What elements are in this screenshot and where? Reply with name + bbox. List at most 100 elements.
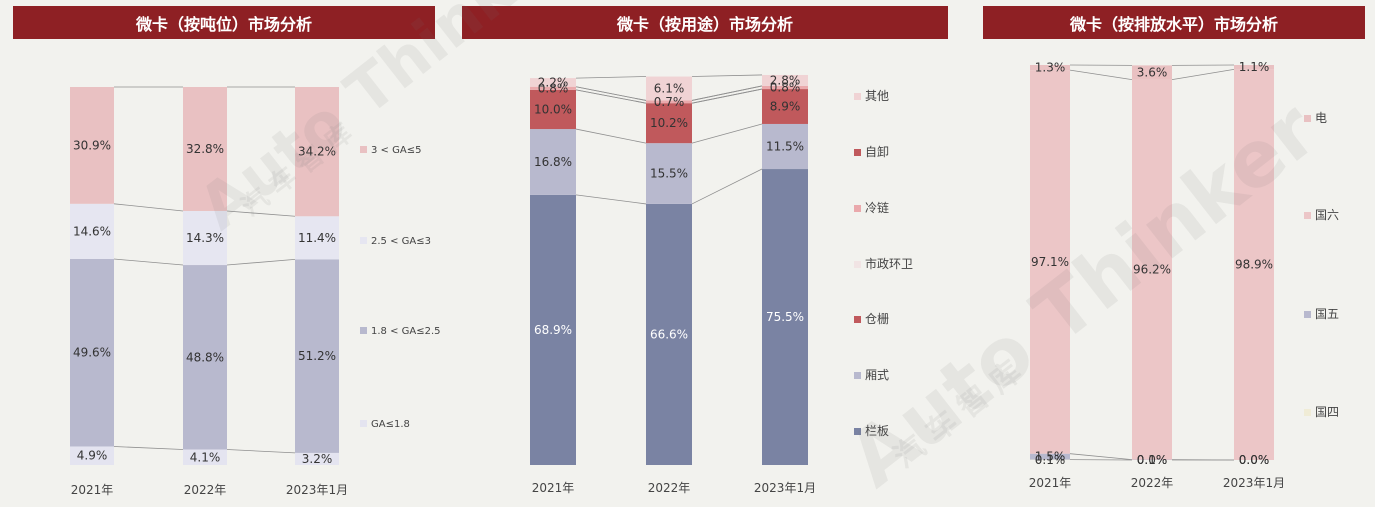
data-label: 34.2%: [298, 145, 336, 159]
data-label: 11.5%: [766, 140, 804, 154]
series-connector: [1069, 69, 1133, 81]
bar-segment: [1030, 70, 1070, 454]
data-label: 0.1%: [1137, 453, 1168, 467]
data-label: 4.9%: [77, 449, 108, 463]
stacked-bar-chart-tonnage: 4.9% 4.1% 3.2% 49.6% 48.8% 51.2% 14.6% 14.3% 11.…: [70, 86, 441, 497]
bar-segment: [646, 203, 692, 466]
bar-segment: [530, 89, 576, 130]
bar-segment: [70, 258, 114, 447]
data-label: 49.6%: [73, 346, 111, 360]
legend-swatch: [360, 420, 367, 427]
legend-label: 市政环卫: [865, 256, 913, 271]
bar-segment: [295, 216, 339, 260]
series-connector: [575, 89, 647, 104]
legend-swatch: [854, 372, 861, 379]
legend-label: 自卸: [865, 144, 889, 159]
series-connector: [691, 123, 763, 144]
data-label: 10.2%: [650, 116, 688, 130]
stacked-bar-chart-emission: 0.1% 0.0% 0.0%1.5% 0.1% 0.0%97.1%96.2% 98.9%1…: [1029, 60, 1339, 490]
bar-segment: [183, 87, 227, 211]
legend-label: 国六: [1315, 208, 1339, 222]
bar-segment: [530, 129, 576, 195]
category-label: 2023年1月: [754, 481, 816, 495]
data-label: 0.0%: [1239, 453, 1270, 467]
bar-segment: [530, 78, 576, 87]
data-label: 48.8%: [186, 350, 224, 364]
legend-swatch: [1304, 311, 1311, 318]
series-connector: [113, 203, 184, 212]
category-label: 2023年1月: [286, 483, 348, 497]
data-label: 3.2%: [302, 452, 333, 466]
legend-label: 3 < GA≤5: [371, 145, 421, 156]
bar-segment: [295, 259, 339, 453]
bar-segment: [295, 452, 339, 465]
bar-segment: [762, 74, 808, 86]
data-label: 98.9%: [1235, 258, 1273, 272]
bar-segment: [1132, 65, 1172, 80]
bar-segment: [646, 76, 692, 101]
bar-segment: [762, 89, 808, 124]
data-label: 1.1%: [1239, 60, 1270, 74]
bar-segment: [646, 103, 692, 144]
bar-segment: [183, 265, 227, 450]
data-label: 15.5%: [650, 167, 688, 181]
legend-label: 厢式: [865, 368, 889, 382]
series-connector: [691, 85, 763, 101]
bar-segment: [70, 203, 114, 259]
series-connector: [575, 194, 647, 205]
legend-label: 1.8 < GA≤2.5: [371, 326, 441, 337]
chart-panel-usage: 微卡（按用途）市场分析 68.9% 66.6% 75.5% 16.8% 15.5% 11.…: [450, 0, 960, 507]
legend-swatch: [854, 93, 861, 100]
stacked-bar-chart-usage: 68.9% 66.6% 75.5% 16.8% 15.5% 11.5% 10.0% 10.2%…: [530, 73, 913, 495]
data-label: 0.8%: [538, 81, 569, 95]
data-label: 1.3%: [1035, 61, 1066, 75]
bar-segment: [183, 449, 227, 465]
legend-label: 仓栅: [865, 311, 889, 326]
legend-label: 2.5 < GA≤3: [371, 236, 431, 247]
legend-swatch: [1304, 115, 1311, 122]
bar-segment: [646, 143, 692, 204]
series-connector: [691, 168, 763, 205]
data-label: 68.9%: [534, 323, 572, 337]
data-label: 0.1%: [1035, 453, 1066, 467]
bar-segment: [70, 87, 114, 204]
category-label: 2022年: [1131, 476, 1174, 490]
data-label: 2.8%: [770, 73, 801, 87]
legend-swatch: [1304, 409, 1311, 416]
legend-swatch: [854, 316, 861, 323]
data-label: 51.2%: [298, 349, 336, 363]
bar-segment: [70, 446, 114, 465]
legend-label: 栏板: [865, 423, 889, 438]
category-label: 2023年1月: [1223, 476, 1285, 490]
data-label: 0.7%: [654, 95, 685, 109]
category-label: 2021年: [71, 483, 114, 497]
series-connector: [575, 128, 647, 144]
data-label: 96.2%: [1133, 263, 1171, 277]
data-label: 0.8%: [770, 81, 801, 95]
series-connector: [691, 88, 763, 104]
data-label: 75.5%: [766, 310, 804, 324]
series-connector: [113, 446, 184, 450]
category-label: 2021年: [532, 481, 575, 495]
bar-segment: [762, 85, 808, 90]
bar-segment: [530, 194, 576, 466]
data-label: 2.2%: [538, 75, 569, 89]
data-label: 6.1%: [654, 81, 685, 95]
data-label: 0.0%: [1137, 453, 1168, 467]
series-connector: [1171, 68, 1235, 81]
data-label: 97.1%: [1031, 255, 1069, 269]
series-connector: [226, 210, 296, 217]
legend-label: GA≤1.8: [371, 419, 410, 430]
legend-swatch: [360, 146, 367, 153]
legend-label: 其他: [865, 89, 889, 103]
data-label: 4.1%: [190, 450, 221, 464]
data-label: 16.8%: [534, 155, 572, 169]
bar-segment: [762, 169, 808, 466]
chart-title: 微卡（按用途）市场分析: [462, 6, 948, 39]
series-connector: [1069, 453, 1133, 461]
data-label: 14.6%: [73, 224, 111, 238]
bar-segment: [762, 123, 808, 170]
legend-label: 冷链: [865, 200, 889, 215]
bar-segment: [1030, 65, 1070, 71]
series-connector: [226, 449, 296, 454]
